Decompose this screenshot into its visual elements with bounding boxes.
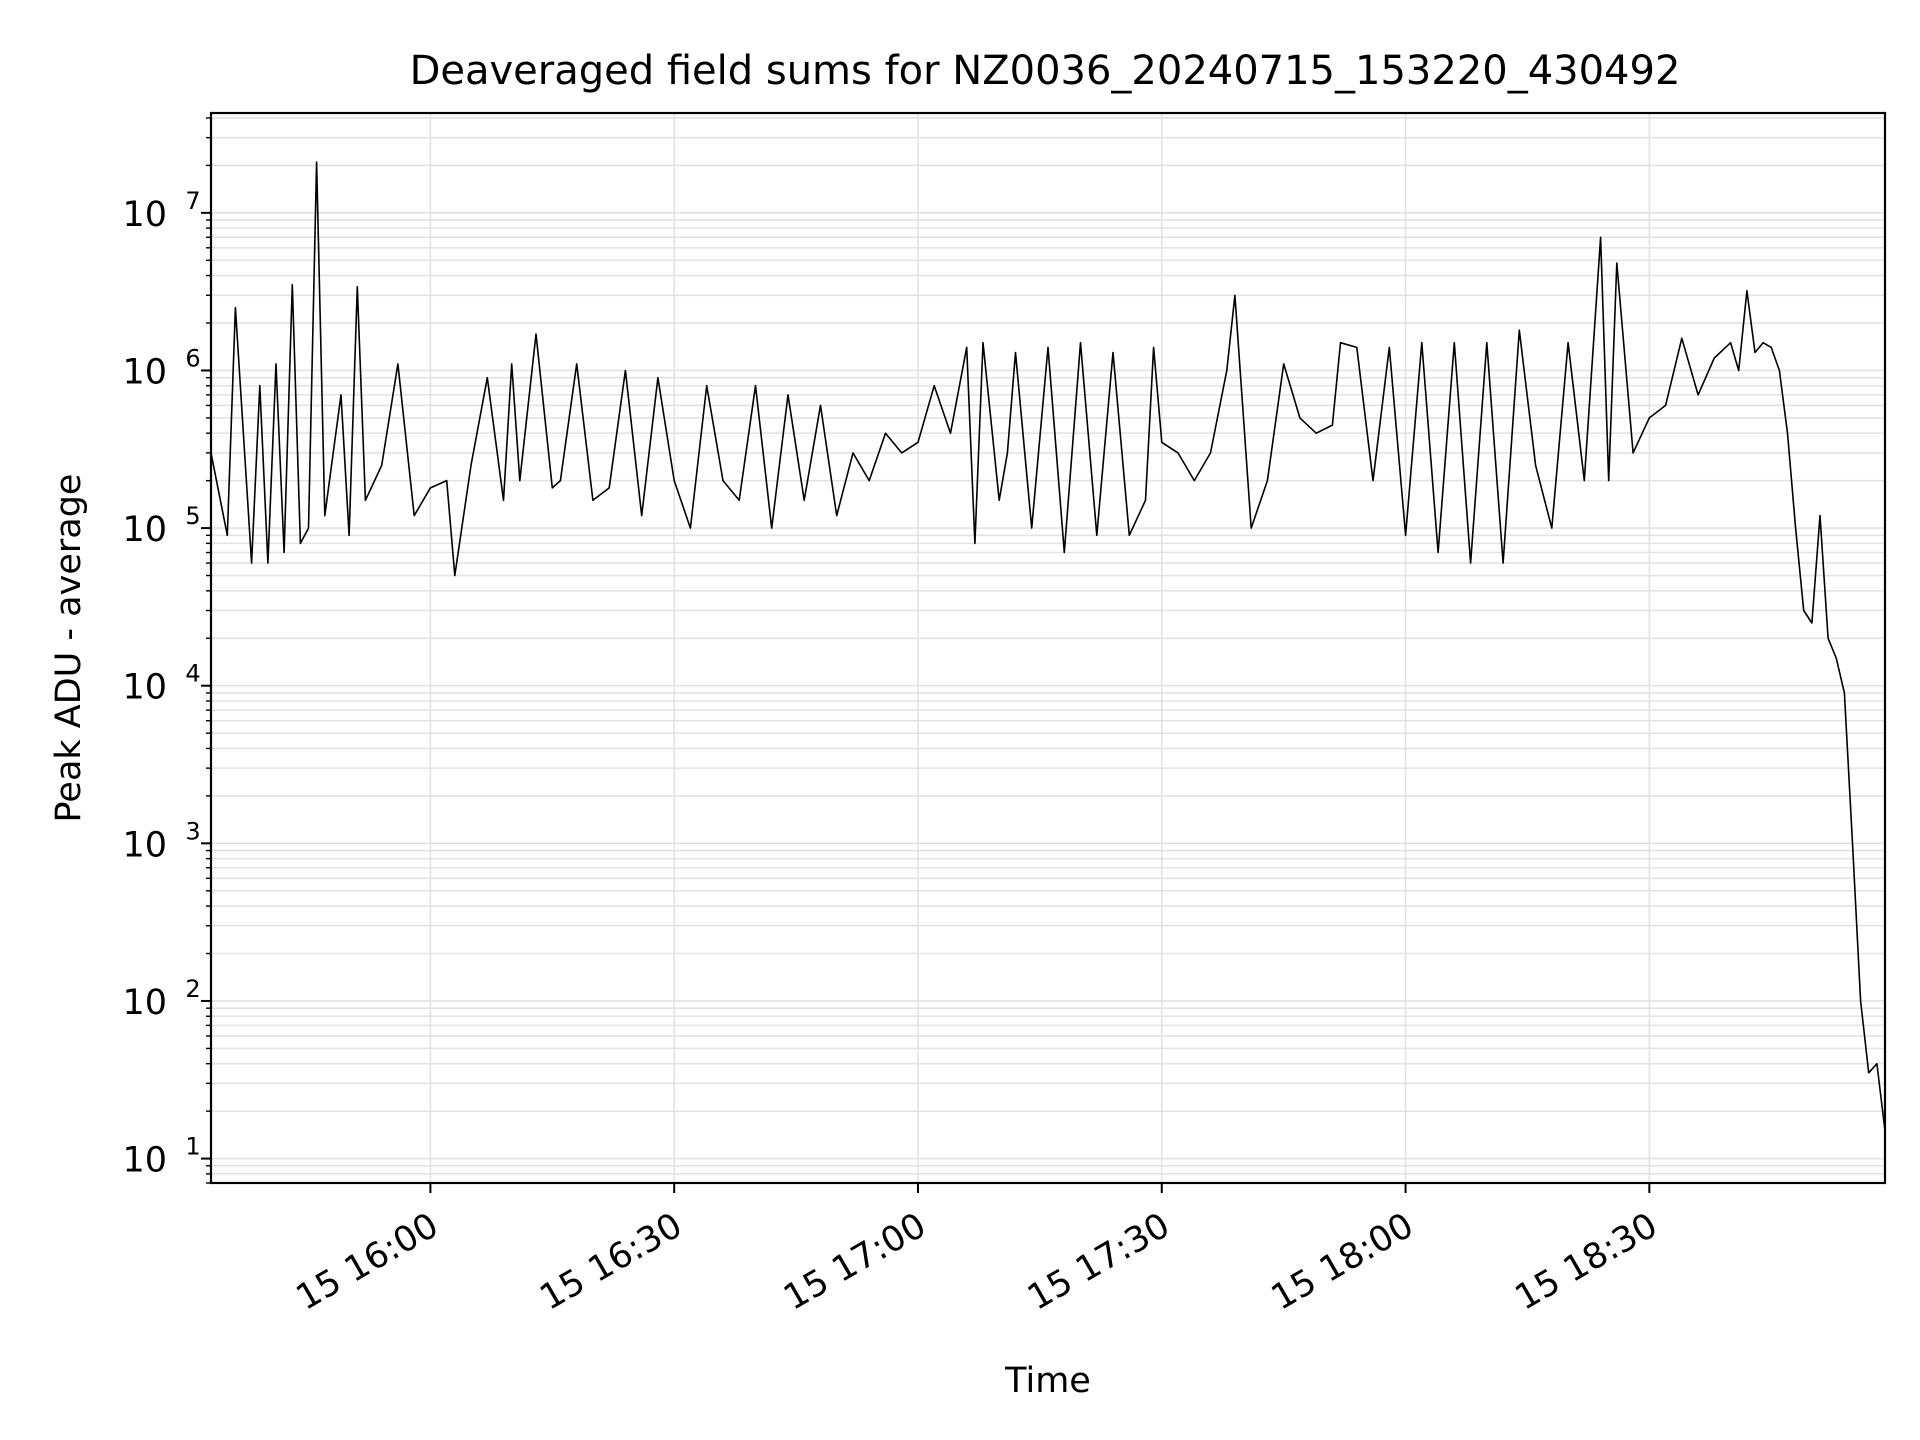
series-line [210, 161, 1886, 1131]
y-tick-label: 10 [122, 352, 167, 392]
chart-title: Deaveraged field sums for NZ0036_2024071… [410, 48, 1681, 94]
y-tick-label-exponent: 7 [185, 187, 200, 215]
y-tick-label: 10 [122, 1141, 167, 1181]
y-tick-label-exponent: 1 [185, 1133, 200, 1161]
y-tick-label: 10 [122, 668, 167, 708]
y-tick-label-exponent: 3 [185, 817, 200, 845]
y-tick-label-exponent: 2 [185, 975, 200, 1003]
x-axis-label: Time [1004, 1361, 1091, 1401]
x-axis: 15 16:00 15 16:30 15 17:00 15 17:30 15 18:00… [290, 1183, 1664, 1319]
y-tick-label: 10 [122, 825, 167, 865]
y-tick-label-exponent: 6 [185, 344, 200, 372]
y-grid [211, 117, 1885, 1184]
x-tick-label: 15 17:00 [777, 1206, 933, 1319]
x-grid [429, 113, 1651, 1183]
x-tick-label: 15 16:00 [290, 1206, 446, 1319]
y-tick-label: 10 [122, 983, 167, 1023]
x-tick-label: 15 18:00 [1265, 1206, 1421, 1319]
x-tick-label: 15 16:30 [534, 1206, 690, 1319]
y-tick-label-exponent: 5 [185, 502, 200, 530]
y-tick-label: 10 [122, 195, 167, 235]
y-axis-label: Peak ADU - average [49, 474, 89, 823]
y-tick-label: 10 [122, 510, 167, 550]
x-tick-label: 15 18:30 [1509, 1206, 1665, 1319]
x-tick-label: 15 17:30 [1021, 1206, 1177, 1319]
y-axis: 10 1 10 2 10 3 10 4 10 5 10 6 10 7 [122, 117, 211, 1184]
y-tick-label-exponent: 4 [185, 660, 200, 688]
plot-frame [209, 111, 1887, 1185]
